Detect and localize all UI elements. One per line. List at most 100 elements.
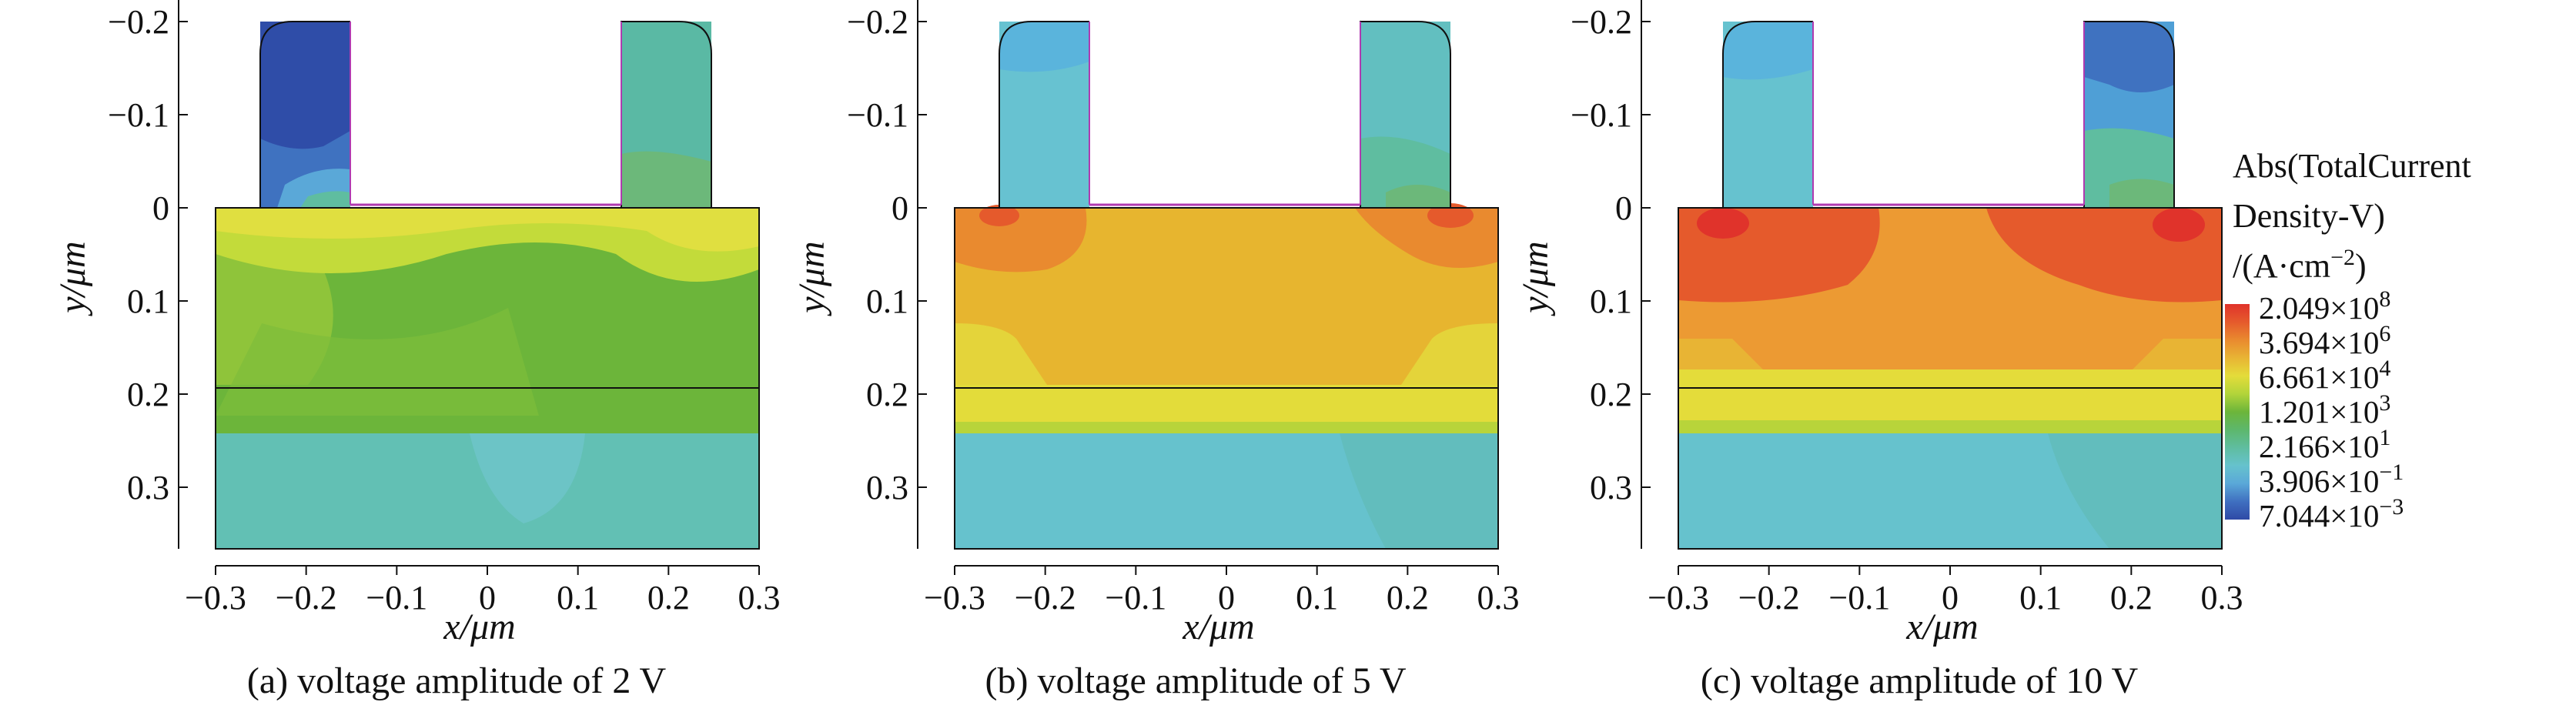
x-tick-label: 0 (1942, 579, 1959, 617)
x-tick-label: −0.2 (276, 579, 337, 617)
x-tick-label: −0.1 (1828, 579, 1890, 617)
contour-field (1678, 22, 2222, 549)
contour-field (216, 22, 759, 549)
left-electrode-outline (999, 21, 1089, 208)
right-side-band (1401, 323, 1498, 385)
panel-b: −0.3 −0.2 −0.1 0 0.1 0.2 0.3 x/μm −0.2 −0.1 0 0.1 0.… (791, 0, 1520, 701)
x-tick-label: 0 (1218, 579, 1235, 617)
y-axis-title: y/μm (52, 241, 93, 316)
x-tick-label: 0.3 (738, 579, 781, 617)
x-tick-label: −0.2 (1015, 579, 1076, 617)
middle-yellow-left (1678, 339, 1763, 369)
body-outline (954, 207, 1499, 550)
colorbar (2225, 304, 2250, 520)
x-tick-label: −0.1 (366, 579, 427, 617)
right-electrode-outline (2083, 21, 2175, 208)
x-tick-label: −0.2 (1738, 579, 1800, 617)
legend-entry-label: 1.201×103 (2259, 390, 2390, 430)
right-electrode-outline (1360, 21, 1451, 208)
lower-band-green (955, 422, 1498, 433)
y-tick-label: −0.1 (847, 96, 908, 134)
left-electrode-outline (1722, 21, 1813, 208)
substrate-center-patch (470, 433, 585, 523)
panel-caption: (c) voltage amplitude of 10 V (1701, 660, 2139, 701)
legend-title-line: /(A·cm−2) (2233, 245, 2367, 285)
x-tick-label: 0.3 (1477, 579, 1520, 617)
x-tick-label: −0.3 (924, 579, 985, 617)
x-axis-title: x/μm (1182, 607, 1254, 647)
y-tick-label: 0.2 (1590, 376, 1632, 413)
outlines (1678, 21, 2223, 550)
y-tick-label: −0.2 (1571, 3, 1632, 41)
x-tick-label: 0.1 (1296, 579, 1338, 617)
y-tick-label: −0.1 (108, 96, 169, 134)
y-tick-label: −0.1 (1571, 96, 1632, 134)
x-tick-label: 0.3 (2201, 579, 2243, 617)
y-tick-label: 0.1 (866, 282, 908, 320)
left-electrode-top (1723, 22, 1813, 80)
legend-entry-label: 7.044×10−3 (2259, 494, 2404, 533)
legend-title-line: Abs(TotalCurrent (2233, 147, 2471, 185)
y-tick-label: 0.3 (127, 469, 169, 506)
panel-a: −0.3 −0.2 −0.1 0 0.1 0.2 0.3 x/μm −0.2 −0.1 0 0.1 0.… (52, 0, 781, 701)
x-tick-label: 0.2 (2110, 579, 2153, 617)
x-axis-title: x/μm (443, 607, 515, 647)
axes: −0.3 −0.2 −0.1 0 0.1 0.2 0.3 x/μm −0.2 −0.1 0 0.1 0.… (1515, 0, 2243, 701)
axes: −0.3 −0.2 −0.1 0 0.1 0.2 0.3 x/μm −0.2 −0.1 0 0.1 0.… (52, 0, 781, 701)
y-tick-label: 0 (892, 189, 908, 227)
left-electrode-top (999, 22, 1089, 72)
panel-caption: (a) voltage amplitude of 2 V (247, 660, 667, 701)
right-corner-spot (2153, 208, 2205, 242)
axes: −0.3 −0.2 −0.1 0 0.1 0.2 0.3 x/μm −0.2 −0.1 0 0.1 0.… (791, 0, 1520, 701)
legend-entry-label: 6.661×104 (2259, 356, 2390, 395)
contour-field (955, 22, 1498, 549)
legend-title: Abs(TotalCurrent Density-V) /(A·cm−2) (2233, 147, 2471, 285)
y-tick-label: 0.3 (1590, 469, 1632, 506)
x-tick-label: 0.2 (1387, 579, 1429, 617)
body-outline (215, 207, 760, 550)
right-electrode-foot (1386, 185, 1450, 208)
substrate-right-patch (1340, 433, 1498, 549)
colorbar-legend: Abs(TotalCurrent Density-V) /(A·cm−2) 2.04… (2225, 147, 2471, 533)
y-tick-label: 0.2 (866, 376, 908, 413)
right-electrode-lower (621, 151, 711, 208)
y-tick-label: 0 (152, 189, 169, 227)
lower-band-green (1678, 420, 2222, 433)
y-tick-label: −0.2 (847, 3, 908, 41)
left-corner-spot (979, 205, 1019, 226)
y-tick-label: 0.2 (127, 376, 169, 413)
x-tick-label: −0.3 (185, 579, 246, 617)
x-axis-title: x/μm (1905, 607, 1978, 647)
middle-yellow-right (2133, 339, 2222, 369)
y-tick-label: 0.3 (866, 469, 908, 506)
right-electrode-dark (2084, 22, 2174, 92)
y-axis-title: y/μm (1515, 241, 1556, 316)
left-corner-spot (1697, 208, 1749, 239)
y-tick-label: 0.1 (1590, 282, 1632, 320)
legend-entry-label: 3.906×10−1 (2259, 460, 2404, 499)
outlines (215, 21, 760, 550)
x-tick-label: 0 (479, 579, 496, 617)
substrate-right-patch (2048, 433, 2222, 549)
right-electrode-foot (2109, 179, 2174, 208)
colorbar-labels: 2.049×1083.694×1066.661×1041.201×1032.16… (2259, 286, 2404, 533)
y-axis-title: y/μm (791, 241, 832, 316)
y-tick-label: 0.1 (127, 282, 169, 320)
right-electrode-outline (621, 21, 712, 208)
legend-entry-label: 2.049×108 (2259, 286, 2390, 326)
right-corner-spot (1427, 203, 1474, 228)
left-side-band (955, 323, 1047, 385)
legend-title-line: Density-V) (2233, 197, 2385, 235)
x-tick-label: −0.3 (1648, 579, 1709, 617)
x-tick-label: 0.1 (557, 579, 599, 617)
y-tick-label: 0 (1615, 189, 1632, 227)
panel-caption: (b) voltage amplitude of 5 V (985, 660, 1407, 701)
left-electrode-outline (259, 21, 350, 208)
legend-entry-label: 2.166×101 (2259, 425, 2390, 464)
left-electrode-tip (300, 191, 350, 208)
outlines (954, 21, 1499, 550)
x-tick-label: 0.1 (2019, 579, 2062, 617)
panel-c: −0.3 −0.2 −0.1 0 0.1 0.2 0.3 x/μm −0.2 −0.1 0 0.1 0.… (1515, 0, 2243, 701)
body-outline (1678, 207, 2223, 550)
